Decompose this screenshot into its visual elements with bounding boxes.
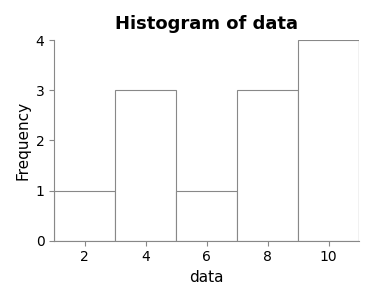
- Bar: [359, 40, 374, 241]
- Bar: [298, 40, 359, 241]
- Bar: [115, 90, 176, 241]
- Bar: [54, 190, 115, 241]
- Bar: [237, 90, 298, 241]
- Y-axis label: Frequency: Frequency: [15, 101, 30, 180]
- Bar: [176, 190, 237, 241]
- Title: Histogram of data: Histogram of data: [115, 15, 298, 33]
- X-axis label: data: data: [189, 270, 224, 285]
